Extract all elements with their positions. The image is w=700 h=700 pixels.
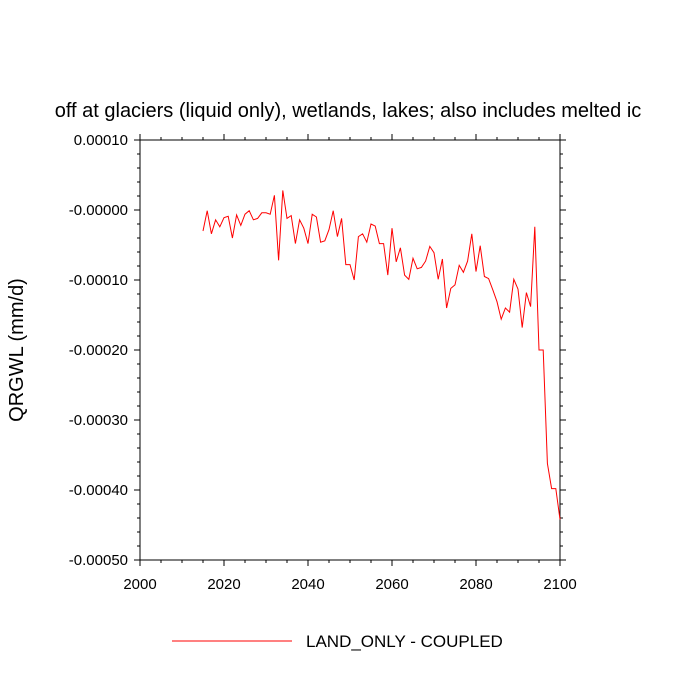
y-tick-label: -0.00030 [69,412,128,429]
y-tick-label: -0.00010 [69,272,128,289]
series-layer [202,190,561,520]
y-tick-label: 0.00010 [74,132,128,149]
y-tick-label: -0.00000 [69,202,128,219]
plot-frame [139,139,561,561]
axis-ticks: 2000 2020 2040 2060 2080 2100 0.00010 -0.00000 -… [69,132,577,593]
y-axis-label: QRGWL (mm/d) [6,278,28,422]
x-tick-label: 2000 [123,576,156,593]
series-line [202,190,561,520]
x-tick-label: 2060 [375,576,408,593]
x-tick-label: 2020 [207,576,240,593]
x-tick-label: 2100 [543,576,576,593]
chart-title: off at glaciers (liquid only), wetlands,… [55,100,642,122]
y-tick-label: -0.00020 [69,342,128,359]
y-tick-label: -0.00040 [69,482,128,499]
legend-label: LAND_ONLY - COUPLED [306,632,503,651]
y-tick-label: -0.00050 [69,552,128,569]
x-tick-label: 2080 [459,576,492,593]
legend: LAND_ONLY - COUPLED [172,632,503,651]
x-tick-label: 2040 [291,576,324,593]
